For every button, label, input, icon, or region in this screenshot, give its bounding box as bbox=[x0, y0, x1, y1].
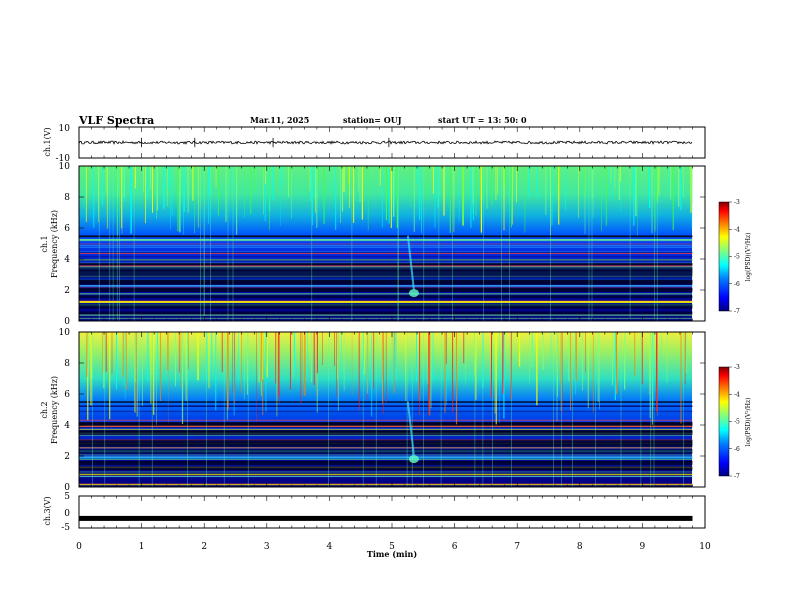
ch3-waveform-ylabel: ch.3(V) bbox=[43, 496, 52, 525]
x-tick-label: 3 bbox=[264, 542, 270, 552]
dark-band bbox=[79, 267, 693, 271]
ch3-ytick-top: 5 bbox=[64, 492, 70, 502]
ch2-ytick-label: 4 bbox=[64, 421, 70, 431]
noise-trail bbox=[406, 401, 415, 457]
dark-band bbox=[79, 451, 693, 454]
ch1-spectrogram-features bbox=[78, 166, 705, 321]
colorbar-tick-label: -5 bbox=[734, 419, 740, 426]
ch3-ytick-bottom: -5 bbox=[61, 523, 70, 533]
dark-band bbox=[79, 430, 693, 433]
ch3-waveform-trace bbox=[79, 515, 693, 521]
dark-band bbox=[79, 287, 693, 291]
colorbar-tick-label: -5 bbox=[734, 254, 740, 261]
ch3-waveform-panel: 5 0 -5 ch.3(V) bbox=[43, 492, 706, 533]
colorbar-tick-label: -6 bbox=[734, 446, 740, 453]
ch1-waveform-ylabel: ch.1(V) bbox=[43, 127, 52, 156]
dark-band bbox=[79, 281, 693, 285]
x-tick-label: 6 bbox=[452, 542, 458, 552]
chart-title: VLF Spectra bbox=[78, 114, 154, 127]
ch1-ytick-label: 8 bbox=[64, 193, 70, 203]
dark-band bbox=[79, 466, 693, 470]
dark-band bbox=[79, 276, 693, 278]
ch1-ytick-label: 2 bbox=[64, 286, 70, 296]
noise-trail bbox=[406, 235, 415, 291]
noise-blob bbox=[408, 289, 419, 298]
ch2-ytick-label: 6 bbox=[64, 390, 70, 400]
ch2-colorbar bbox=[718, 366, 730, 477]
dark-band bbox=[79, 270, 693, 273]
dark-band bbox=[79, 422, 693, 426]
x-tick-label: 0 bbox=[76, 542, 82, 552]
dark-band bbox=[79, 263, 693, 266]
dark-band bbox=[79, 439, 693, 442]
ch2-spectrogram-ylabel-freq: Frequency (kHz) bbox=[50, 376, 59, 444]
no-data-region bbox=[692, 166, 705, 321]
dark-band bbox=[79, 442, 693, 443]
dark-band bbox=[79, 307, 693, 309]
dark-band bbox=[79, 468, 693, 471]
dark-band bbox=[79, 304, 693, 308]
noise-blob bbox=[408, 455, 419, 464]
ch2-spectrogram-features bbox=[79, 332, 705, 487]
station-label: station= OUJ bbox=[343, 115, 402, 125]
x-tick-label: 10 bbox=[699, 542, 711, 552]
date-label: Mar.11, 2025 bbox=[250, 115, 309, 125]
ch1-spectrogram-ylabel-channel: ch.1 bbox=[40, 235, 49, 252]
x-tick-label: 5 bbox=[389, 542, 395, 552]
dark-band bbox=[79, 431, 693, 436]
dark-band bbox=[79, 295, 693, 299]
x-tick-label: 1 bbox=[139, 542, 145, 552]
x-tick-label: 2 bbox=[201, 542, 207, 552]
ch1-spectrogram-image bbox=[79, 166, 692, 321]
ch2-spectrogram-ylabel-channel: ch.2 bbox=[40, 401, 49, 418]
colorbar-tick-label: -7 bbox=[734, 308, 740, 315]
ch1-ytick-top: 10 bbox=[59, 124, 71, 134]
ch1-ytick-label: 0 bbox=[64, 317, 70, 327]
ch1-ytick-bottom: -10 bbox=[56, 154, 71, 164]
colorbar-tick-label: -6 bbox=[734, 281, 740, 288]
x-axis-ticks bbox=[78, 127, 706, 528]
dark-band bbox=[79, 272, 693, 276]
start-time-label: start UT = 13: 50: 0 bbox=[438, 115, 527, 125]
dark-band bbox=[79, 449, 693, 452]
ch1-waveform-line bbox=[78, 140, 693, 145]
x-axis-tick-labels: 0 1 2 3 4 5 6 7 8 9 10 bbox=[76, 542, 711, 552]
colorbar-tick-label: -7 bbox=[734, 473, 740, 480]
ch2-ytick-label: 2 bbox=[64, 452, 70, 462]
colorbar-tick-label: -3 bbox=[734, 199, 740, 206]
ch1-waveform-panel: 10 -10 ch.1(V) bbox=[43, 124, 706, 164]
ch3-ytick-mid: 0 bbox=[64, 509, 70, 519]
ch2-colorbar-label: log(PSD)(V²/Hz) bbox=[745, 398, 752, 447]
x-tick-label: 9 bbox=[640, 542, 646, 552]
colorbar-tick-label: -3 bbox=[734, 364, 740, 371]
ch2-ytick-label: 8 bbox=[64, 359, 70, 369]
ch2-ytick-label: 10 bbox=[59, 328, 71, 338]
ch1-waveform-trace bbox=[78, 137, 693, 148]
ch3-waveform-frame bbox=[78, 495, 706, 529]
dark-band bbox=[79, 288, 693, 292]
x-tick-label: 4 bbox=[327, 542, 333, 552]
x-tick-label: 8 bbox=[577, 542, 583, 552]
colorbar-tick-label: -4 bbox=[734, 226, 740, 233]
ch1-spectrogram-ylabel-freq: Frequency (kHz) bbox=[50, 210, 59, 278]
dark-band bbox=[79, 461, 693, 465]
ch1-ytick-label: 6 bbox=[64, 224, 70, 234]
ch2-ytick-label: 0 bbox=[64, 483, 70, 493]
no-data-region bbox=[692, 332, 705, 487]
ch1-colorbar-label: log(PSD)(V²/Hz) bbox=[745, 233, 752, 282]
x-axis-label: Time (min) bbox=[367, 549, 417, 559]
ch1-ytick-label: 10 bbox=[59, 162, 71, 172]
x-tick-label: 7 bbox=[514, 542, 520, 552]
ch1-ytick-label: 4 bbox=[64, 255, 70, 265]
dark-band bbox=[79, 311, 693, 315]
ch1-colorbar bbox=[718, 201, 730, 312]
colorbar-tick-label: -4 bbox=[734, 391, 740, 398]
dark-band bbox=[79, 443, 693, 447]
